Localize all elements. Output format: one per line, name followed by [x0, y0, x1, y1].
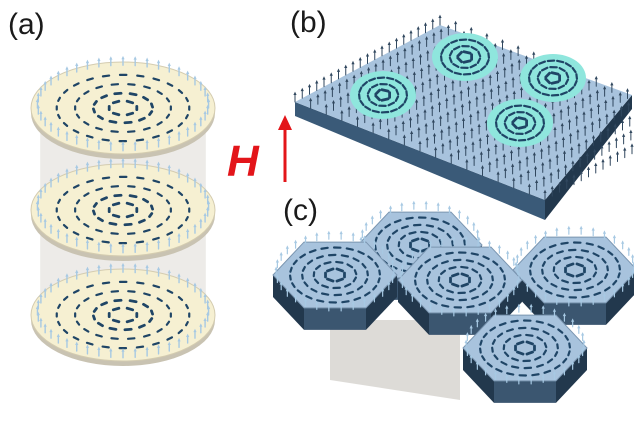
hex-cell-4 — [397, 235, 523, 335]
skyrmion-2 — [520, 54, 586, 102]
hex-cell-5 — [462, 303, 588, 403]
skyrmion-1 — [432, 33, 498, 81]
hex-cell-3 — [272, 230, 398, 330]
field-arrow-icon — [278, 115, 292, 182]
panel-b-film-with-skyrmions — [293, 14, 634, 220]
field-label: H — [227, 137, 259, 186]
panel-label-b: (b) — [290, 6, 327, 39]
panel-label-a: (a) — [8, 8, 45, 41]
skyrmion-disk-2 — [30, 157, 216, 261]
panel-a-skyrmion-tube — [30, 55, 216, 366]
panel-c-hexagonal-lattice — [272, 200, 634, 403]
panel-label-c: (c) — [283, 194, 318, 227]
skyrmion-4 — [487, 99, 553, 147]
skyrmion-disk-3 — [30, 262, 216, 366]
skyrmion-disk-1 — [30, 55, 216, 159]
skyrmion-3 — [350, 71, 416, 119]
